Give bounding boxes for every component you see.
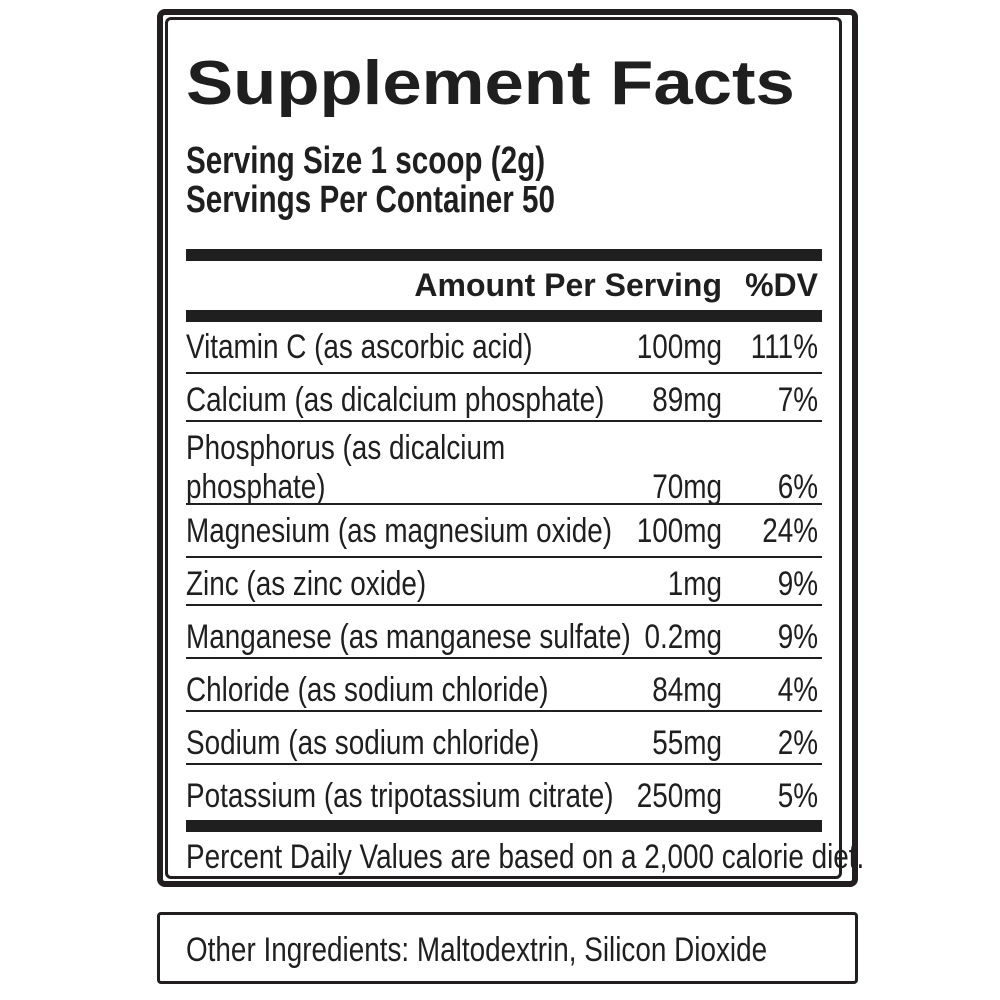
svg-text:Sodium (as sodium chloride): Sodium (as sodium chloride) <box>186 724 539 762</box>
svg-text:6%: 6% <box>778 468 818 506</box>
svg-text:2%: 2% <box>778 724 818 762</box>
svg-text:Chloride (as sodium chloride): Chloride (as sodium chloride) <box>186 671 549 709</box>
svg-text:7%: 7% <box>778 381 818 419</box>
svg-text:Supplement Facts: Supplement Facts <box>186 49 795 118</box>
svg-text:100mg: 100mg <box>637 328 722 366</box>
svg-text:70mg: 70mg <box>652 468 722 506</box>
svg-text:89mg: 89mg <box>652 381 722 419</box>
svg-text:9%: 9% <box>778 565 818 603</box>
svg-text:24%: 24% <box>762 512 818 550</box>
svg-text:4%: 4% <box>778 671 818 709</box>
svg-text:9%: 9% <box>778 618 818 656</box>
svg-text:5%: 5% <box>778 777 818 815</box>
svg-text:250mg: 250mg <box>637 777 722 815</box>
svg-text:Calcium (as dicalcium phosphat: Calcium (as dicalcium phosphate) <box>186 381 604 419</box>
svg-text:Phosphorus (as dicalcium: Phosphorus (as dicalcium <box>186 429 505 467</box>
svg-text:Serving Size 1 scoop (2g): Serving Size 1 scoop (2g) <box>186 140 545 182</box>
svg-text:Amount Per Serving: Amount Per Serving <box>414 267 722 303</box>
svg-text:55mg: 55mg <box>652 724 722 762</box>
svg-text:Vitamin C (as ascorbic acid): Vitamin C (as ascorbic acid) <box>186 328 533 366</box>
svg-text:111%: 111% <box>751 328 818 366</box>
svg-text:Zinc (as zinc oxide): Zinc (as zinc oxide) <box>186 565 426 603</box>
svg-text:Servings Per Container 50: Servings Per Container 50 <box>186 179 555 221</box>
svg-text:Manganese (as manganese sulfat: Manganese (as manganese sulfate) <box>186 618 631 656</box>
svg-text:100mg: 100mg <box>637 512 722 550</box>
svg-text:Magnesium (as magnesium oxide): Magnesium (as magnesium oxide) <box>186 512 612 550</box>
svg-text:phosphate): phosphate) <box>186 468 326 506</box>
svg-text:1mg: 1mg <box>668 565 722 603</box>
svg-text:0.2mg: 0.2mg <box>645 618 723 656</box>
svg-text:84mg: 84mg <box>652 671 722 709</box>
svg-text:Percent Daily Values are based: Percent Daily Values are based on a 2,00… <box>186 838 864 876</box>
svg-text:Other Ingredients: Maltodextri: Other Ingredients: Maltodextrin, Silicon… <box>186 931 767 969</box>
svg-text:%DV: %DV <box>745 267 819 303</box>
svg-text:Potassium (as tripotassium cit: Potassium (as tripotassium citrate) <box>186 777 614 815</box>
